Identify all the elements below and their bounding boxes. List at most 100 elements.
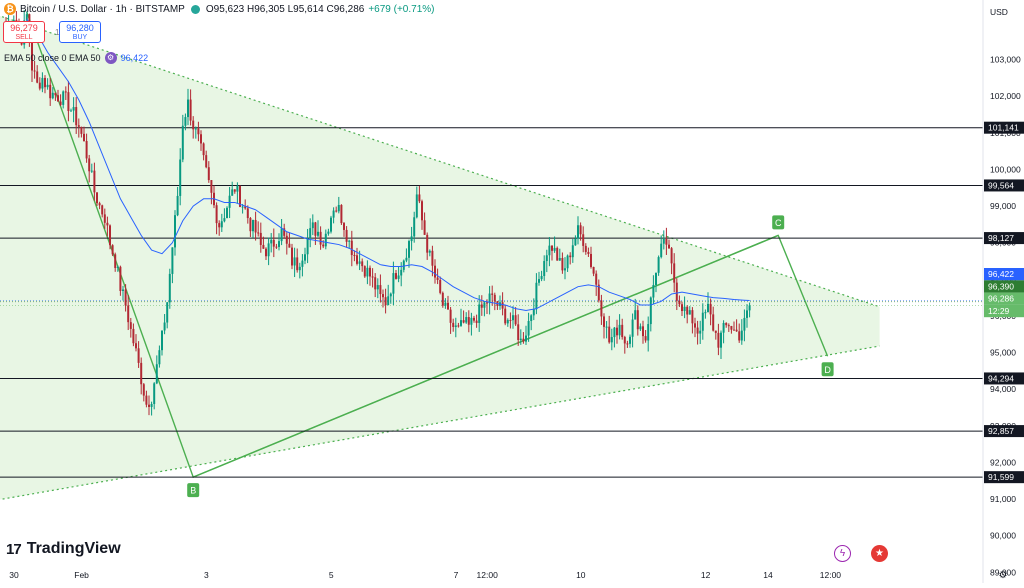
candle-body <box>122 289 124 291</box>
candle-body <box>551 245 553 251</box>
buy-button[interactable]: 96,280 BUY <box>59 21 101 43</box>
candle-body <box>532 309 535 316</box>
indicator-legend[interactable]: EMA 50 close 0 EMA 50 ⚙ 96,422 <box>4 52 148 64</box>
candle-down <box>678 295 681 307</box>
candle-down <box>603 313 605 339</box>
candle-down <box>382 289 384 308</box>
candle-body <box>644 336 647 341</box>
candle-down <box>111 244 114 257</box>
candle-up <box>652 275 655 305</box>
candle-down <box>452 318 455 332</box>
us-flag-icon[interactable]: ★ <box>871 545 888 562</box>
candle-body <box>296 257 299 271</box>
candle-up <box>688 306 691 315</box>
lightning-icon[interactable]: ϟ <box>834 545 851 562</box>
candle-body <box>184 117 187 126</box>
candle-down <box>642 320 644 344</box>
candle-body <box>566 255 569 269</box>
candle-body <box>265 248 267 257</box>
candle-body <box>629 336 631 344</box>
candle-up <box>223 208 226 223</box>
candle-body <box>626 343 629 345</box>
candle-down <box>192 116 195 139</box>
candle-up <box>574 235 577 246</box>
candle-body <box>361 261 364 267</box>
candle-up <box>270 233 273 253</box>
indicator-settings-icon[interactable]: ⚙ <box>104 52 117 64</box>
candle-down <box>272 228 275 258</box>
candle-down <box>335 206 338 213</box>
level-price-label: 99,564 <box>988 180 1014 190</box>
candle-body <box>280 228 283 242</box>
candle-body <box>428 250 431 253</box>
candle-down <box>665 227 668 255</box>
candle-body <box>657 257 660 273</box>
level-price-label: 101,141 <box>988 123 1019 133</box>
candle-body <box>709 303 712 315</box>
candle-body <box>587 251 590 254</box>
candle-up <box>51 87 54 100</box>
candle-body <box>369 267 371 277</box>
candle-body <box>103 214 106 223</box>
candle-body <box>41 77 44 89</box>
candle-up <box>90 163 93 173</box>
candle-up <box>683 296 686 319</box>
price-marker-tag <box>984 292 1024 305</box>
candle-body <box>267 243 270 257</box>
candle-up <box>740 319 743 345</box>
candle-body <box>714 330 717 333</box>
candle-down <box>262 236 265 249</box>
tradingview-logo[interactable]: 17 TradingView <box>6 540 121 558</box>
candle-body <box>197 128 200 135</box>
candle-body <box>584 245 587 252</box>
buy-label: BUY <box>72 34 88 41</box>
candle-body <box>582 234 585 246</box>
candle-up <box>70 108 72 112</box>
candle-body <box>51 92 54 99</box>
price-tick-label: 99,000 <box>990 201 1016 211</box>
candle-up <box>324 229 327 250</box>
candle-body <box>720 332 722 348</box>
candle-up <box>506 318 509 327</box>
candle-body <box>660 243 663 258</box>
candle-body <box>543 261 546 277</box>
candle-body <box>441 292 444 306</box>
candle-down <box>379 274 382 303</box>
candle-up <box>545 249 548 273</box>
sell-button[interactable]: 96,279 SELL <box>3 21 45 43</box>
candle-up <box>460 308 462 327</box>
level-price-tag <box>984 372 1024 385</box>
price-tick-label: 102,000 <box>990 91 1021 101</box>
candle-body <box>491 293 494 295</box>
candle-down <box>644 330 647 343</box>
candle-body <box>49 84 52 99</box>
candle-body <box>530 315 533 322</box>
candle-body <box>717 332 720 348</box>
candle-body <box>673 263 676 283</box>
candle-body <box>306 238 309 255</box>
price-tick-label: 90,000 <box>990 531 1016 541</box>
candle-body <box>512 315 514 321</box>
candle-up <box>317 220 319 238</box>
spread-value: 1 <box>55 28 60 37</box>
candle-up <box>639 323 642 331</box>
candle-up <box>46 78 49 90</box>
candle-down <box>57 89 59 102</box>
candle-body <box>142 384 145 396</box>
candle-up <box>267 237 270 266</box>
candle-down <box>340 204 343 225</box>
candle-body <box>298 266 301 271</box>
time-tick-label: 5 <box>329 570 334 580</box>
symbol-title[interactable]: Bitcoin / U.S. Dollar · 1h · BITSTAMP <box>20 3 185 15</box>
candle-body <box>96 192 98 204</box>
level-price-label: 92,857 <box>988 426 1014 436</box>
level-price-tag <box>984 179 1024 192</box>
candle-down <box>54 92 57 101</box>
candle-body <box>215 205 218 224</box>
candle-down <box>421 199 423 230</box>
candle-down <box>142 382 145 402</box>
candle-body <box>405 257 408 261</box>
candle-body <box>569 255 572 258</box>
